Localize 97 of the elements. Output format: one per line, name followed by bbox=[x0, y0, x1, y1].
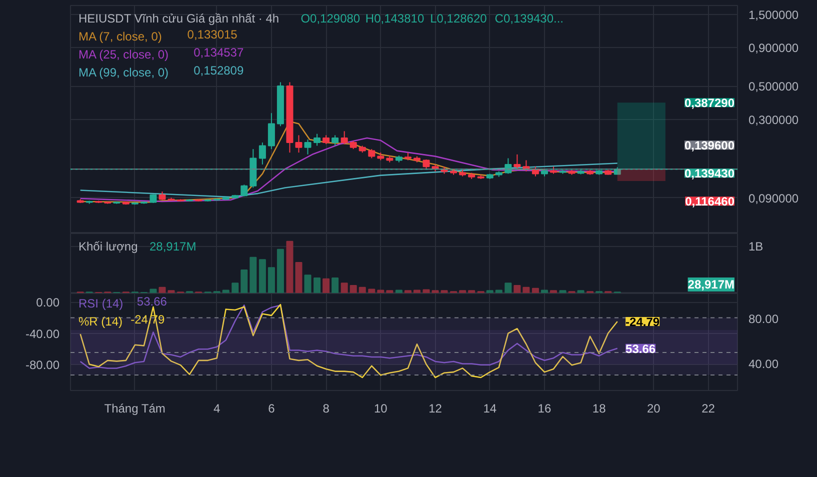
x-tick-label: 4 bbox=[214, 402, 221, 416]
band-label: 0,387290 bbox=[684, 96, 735, 110]
bar bbox=[268, 267, 275, 293]
bar bbox=[332, 277, 339, 293]
bar bbox=[350, 285, 357, 293]
bar bbox=[577, 290, 584, 293]
bar bbox=[276, 248, 284, 293]
bar bbox=[258, 259, 266, 293]
bar bbox=[550, 290, 557, 293]
bar bbox=[168, 290, 175, 293]
y2-tick-label: 40.00 bbox=[748, 357, 779, 372]
bar bbox=[514, 285, 521, 293]
candlestick bbox=[332, 134, 339, 146]
bar bbox=[250, 256, 257, 293]
series-label: %R (14) bbox=[78, 314, 123, 328]
bar bbox=[240, 270, 248, 293]
annotation: 53.66 bbox=[136, 294, 168, 308]
x-tick-label: 12 bbox=[428, 402, 442, 416]
bar bbox=[377, 290, 384, 293]
annotation: 0,152809 bbox=[194, 64, 244, 78]
candlestick bbox=[295, 134, 302, 154]
bar bbox=[532, 288, 539, 293]
bar bbox=[459, 290, 466, 293]
y-tick-label: -80.00 bbox=[25, 358, 60, 372]
text: Khối lượng bbox=[78, 240, 138, 254]
bar bbox=[150, 288, 157, 293]
annotation: 0,133015 bbox=[187, 28, 238, 42]
text: MA (25, close, 0) bbox=[78, 48, 169, 62]
y-tick-label: -40.00 bbox=[25, 326, 60, 341]
bar bbox=[413, 290, 420, 293]
bar bbox=[540, 290, 548, 293]
annotation: C0,139430... bbox=[494, 12, 564, 26]
bar bbox=[468, 290, 476, 293]
bar bbox=[358, 286, 366, 293]
bar bbox=[440, 290, 448, 293]
annotation: 28,917M bbox=[150, 240, 196, 254]
candlestick bbox=[240, 184, 248, 197]
y-tick-label: 1B bbox=[748, 240, 764, 254]
bar bbox=[559, 290, 566, 293]
bar bbox=[386, 290, 394, 293]
ref-line-label: 0,139430 bbox=[684, 166, 735, 181]
candlestick bbox=[514, 154, 521, 170]
data-label: 53.66 bbox=[626, 342, 656, 356]
bar bbox=[432, 290, 439, 293]
x-tick-label: 20 bbox=[647, 402, 661, 416]
y-tick-label: 0,090000 bbox=[748, 191, 799, 206]
x-tick-label: 22 bbox=[702, 402, 716, 416]
bar bbox=[368, 288, 376, 293]
data-label: -24.79 bbox=[626, 314, 660, 329]
bar bbox=[232, 282, 239, 293]
annotation: 0,134537 bbox=[194, 46, 244, 60]
y-tick-label: 0,300000 bbox=[748, 112, 799, 127]
bar bbox=[222, 290, 230, 293]
x-tick-label: 10 bbox=[374, 402, 388, 416]
annotation: L0,128620 bbox=[430, 12, 488, 26]
x-tick-label: Tháng Tám bbox=[104, 402, 166, 416]
candlestick bbox=[340, 130, 348, 145]
ref-line-label: 0,139600 bbox=[684, 138, 735, 153]
text: MA (7, close, 0) bbox=[78, 30, 162, 44]
x-tick-label: 14 bbox=[483, 402, 497, 416]
x-tick-label: 16 bbox=[538, 402, 552, 416]
candlestick bbox=[368, 148, 376, 159]
y-tick-label: 0,900000 bbox=[748, 41, 799, 56]
text: RSI (14) bbox=[78, 296, 124, 310]
bar bbox=[314, 277, 321, 293]
x-tick-label: 8 bbox=[322, 402, 330, 416]
bar bbox=[158, 286, 166, 293]
bar bbox=[286, 240, 294, 293]
bar bbox=[295, 262, 302, 293]
bar bbox=[304, 274, 312, 293]
candlestick bbox=[258, 142, 266, 165]
annotation: H0,143810 bbox=[365, 12, 424, 26]
y-tick-label: 1,500000 bbox=[748, 8, 799, 22]
x-tick-label: 18 bbox=[592, 402, 606, 416]
y-tick-label: 0.00 bbox=[36, 296, 60, 310]
band-label: 0,116460 bbox=[685, 194, 735, 209]
candlestick bbox=[304, 139, 312, 155]
bar bbox=[495, 290, 502, 293]
bar bbox=[340, 282, 348, 293]
line-series bbox=[80, 162, 618, 198]
bar bbox=[504, 282, 512, 293]
x-tick-label: 6 bbox=[268, 402, 276, 416]
text: HEIUSDT Vĩnh cửu Giá gần nhất · 4h bbox=[78, 12, 280, 26]
bar bbox=[486, 290, 494, 293]
text: MA (99, close, 0) bbox=[78, 66, 169, 80]
bar bbox=[522, 286, 530, 293]
candlestick bbox=[422, 158, 430, 170]
bar bbox=[322, 278, 330, 293]
annotation: 28,917M bbox=[688, 278, 735, 292]
candlestick bbox=[268, 112, 275, 150]
candlestick bbox=[314, 133, 321, 146]
bar bbox=[422, 289, 430, 293]
annotation: O0,129080 bbox=[300, 12, 360, 26]
bar bbox=[404, 290, 412, 293]
y-tick-label: 0,500000 bbox=[748, 80, 799, 94]
y2-tick-label: 80.00 bbox=[748, 312, 779, 326]
bar bbox=[395, 290, 402, 293]
